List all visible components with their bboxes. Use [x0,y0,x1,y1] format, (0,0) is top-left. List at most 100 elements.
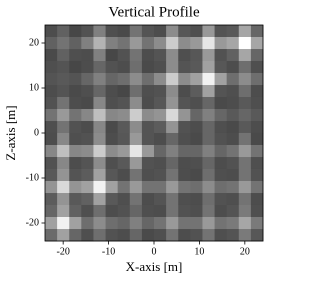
heatmap-cell [81,168,94,182]
heatmap-cell [117,217,131,230]
heatmap-cell [57,217,70,230]
heatmap-cell [81,109,94,122]
heatmap-cell [117,157,131,170]
heatmap-cell [202,96,215,110]
heatmap-cell [93,49,106,62]
heatmap-cell [57,37,70,50]
heatmap-cell [250,193,264,206]
heatmap-cell [214,204,228,218]
heatmap-cell [69,217,82,230]
heatmap-cell [166,109,179,122]
heatmap-cell [214,217,228,230]
heatmap-cell [202,73,215,86]
heatmap-cell [44,229,58,242]
heatmap-cell [153,37,167,50]
heatmap-cell [178,109,191,122]
heatmap-cell [238,132,252,146]
heatmap-cell [141,37,155,50]
heatmap-cell [166,121,179,134]
heatmap-cell [238,24,252,38]
heatmap-cell [69,37,82,50]
heatmap-cell [44,73,58,86]
heatmap-cell [129,204,143,218]
heatmap-cell [117,204,131,218]
heatmap-cell [81,73,94,86]
heatmap-cell [81,157,94,170]
heatmap-cell [214,157,228,170]
heatmap-cell [69,96,82,110]
heatmap-cell [250,157,264,170]
heatmap-cell [226,168,240,182]
heatmap-cell [69,73,82,86]
heatmap-cell [250,204,264,218]
heatmap-cell [190,96,203,110]
heatmap-cell [202,157,215,170]
x-tick-label: -10 [102,246,115,257]
heatmap-cell [178,145,191,158]
heatmap-cell [69,157,82,170]
heatmap-cell [202,109,215,122]
heatmap-cell [166,24,179,38]
heatmap-cell [202,204,215,218]
heatmap-cell [44,24,58,38]
heatmap-cell [117,132,131,146]
heatmap-cell [141,121,155,134]
heatmap-cell [190,229,203,242]
heatmap-cell [166,193,179,206]
heatmap-cell [250,229,264,242]
heatmap-cell [178,60,191,74]
heatmap-cell [105,181,119,194]
heatmap-cell [250,73,264,86]
heatmap-cell [214,181,228,194]
heatmap-cell [105,217,119,230]
heatmap-cell [238,157,252,170]
heatmap-cell [129,168,143,182]
heatmap-cell [57,73,70,86]
heatmap-cell [93,132,106,146]
y-tick-label: 20 [29,37,39,48]
heatmap-cell [166,181,179,194]
heatmap-cell [117,37,131,50]
heatmap-cell [69,24,82,38]
heatmap-cell [129,132,143,146]
chart: Vertical Profile X-axis [m] Z-axis [m] -… [3,4,264,274]
heatmap-cell [69,132,82,146]
heatmap-cell [178,49,191,62]
heatmap-cell [129,145,143,158]
heatmap-cell [250,217,264,230]
heatmap-cell [117,181,131,194]
heatmap-cell [141,229,155,242]
heatmap-cell [117,229,131,242]
heatmap-cell [166,96,179,110]
heatmap-cell [178,204,191,218]
heatmap-cell [117,24,131,38]
heatmap-cell [250,181,264,194]
heatmap-cell [153,229,167,242]
heatmap-cell [44,168,58,182]
heatmap-cell [93,168,106,182]
heatmap-cell [214,121,228,134]
heatmap-cell [238,145,252,158]
heatmap-cell [44,193,58,206]
heatmap-cell [166,229,179,242]
heatmap-cell [214,229,228,242]
heatmap-cell [93,96,106,110]
heatmap-cell [166,157,179,170]
heatmap-cell [129,229,143,242]
heatmap-cell [238,96,252,110]
heatmap-cell [141,193,155,206]
heatmap-cell [141,73,155,86]
heatmap-cell [105,85,119,98]
heatmap-cell [226,181,240,194]
heatmap-cell [166,60,179,74]
heatmap-cell [93,37,106,50]
heatmap-cell [250,96,264,110]
heatmap-cell [57,24,70,38]
heatmap-cell [190,193,203,206]
heatmap-cell [178,229,191,242]
heatmap-cell [214,24,228,38]
heatmap-cell [214,109,228,122]
heatmap-cell [178,217,191,230]
heatmap-cell [69,168,82,182]
